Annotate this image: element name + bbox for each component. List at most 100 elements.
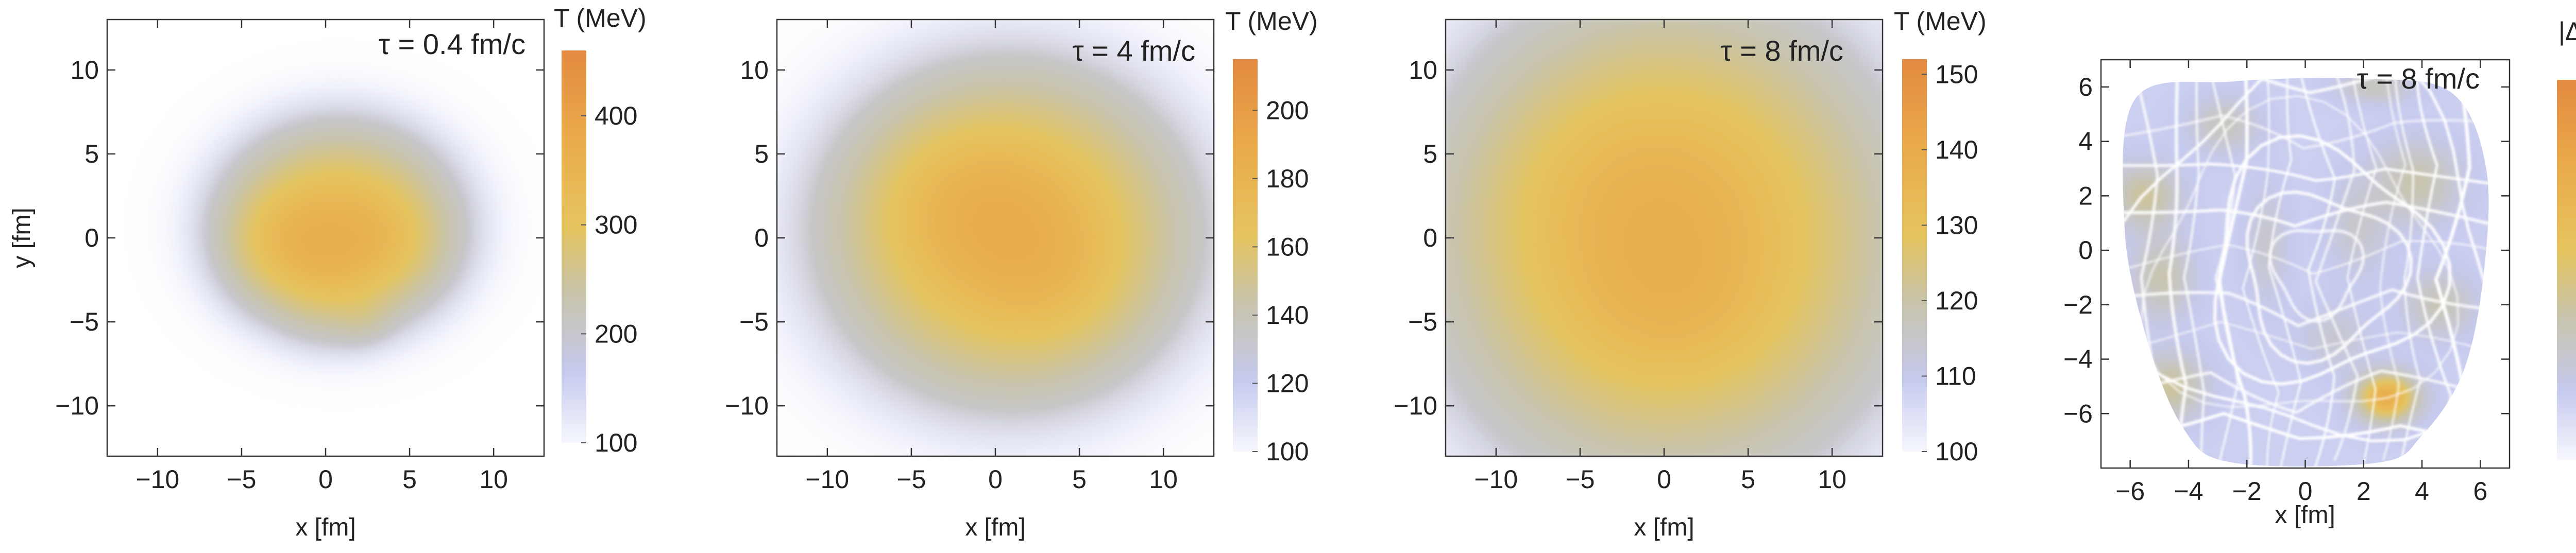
colorbar-3 <box>1902 59 1927 452</box>
difference-ridge-line <box>2140 95 2460 408</box>
colorbar-label-4: |ΔT| (MeV) <box>2558 17 2576 46</box>
x-tick-label: 10 <box>479 465 508 494</box>
x-tick-label: 4 <box>2415 477 2429 506</box>
colorbar-label-2: T (MeV) <box>1225 7 1318 36</box>
x-tick-label: 0 <box>1657 465 1671 494</box>
y-tick-label: −10 <box>55 391 99 420</box>
colorbar-tick-label: 160 <box>1266 232 1309 261</box>
colorbar-tick-label: 150 <box>1935 60 1978 89</box>
x-tick-label: 0 <box>988 465 1003 494</box>
difference-ridge-line <box>2123 114 2489 150</box>
panel-title-3: τ = 8 fm/c <box>1721 34 1843 67</box>
difference-ridge-line <box>2124 288 2488 328</box>
x-tick-label: −6 <box>2115 477 2145 506</box>
y-tick-label: 2 <box>2078 181 2093 210</box>
y-tick-label: 0 <box>754 223 769 252</box>
y-tick-label: −4 <box>2063 345 2093 374</box>
axis-ticks-4: −6 −4 −2 0 2 4 6 −6 −4 −2 0 2 4 6 <box>2063 60 2510 506</box>
y-tick-label: −10 <box>725 391 769 420</box>
difference-ridge-line <box>2394 78 2421 467</box>
colorbar-ticks-1: 100 200 300 400 <box>581 101 637 457</box>
colorbar-4 <box>2557 80 2576 460</box>
colorbar-tick-label: 200 <box>1266 96 1309 125</box>
colorbar-label-3: T (MeV) <box>1894 7 1987 36</box>
panel-4: −6 −4 −2 0 2 4 6 −6 −4 −2 0 2 4 6 τ = 8 fm/c x [fm] |… <box>2063 17 2576 529</box>
x-tick-label: 0 <box>2298 477 2313 506</box>
difference-ridge-line <box>2123 162 2489 186</box>
y-tick-label: −5 <box>1408 307 1437 336</box>
x-axis-label-3: x [fm] <box>1634 514 1694 541</box>
colorbar-ticks-3: 100 110 120 130 140 150 <box>1922 60 1978 466</box>
x-tick-label: −2 <box>2232 477 2262 506</box>
x-tick-label: 5 <box>402 465 417 494</box>
colorbar-tick-label: 120 <box>1266 369 1309 398</box>
y-tick-label: 0 <box>84 223 99 252</box>
colorbar-tick-label: 130 <box>1935 211 1978 239</box>
panel-2: −10 −5 0 5 10 −10 −5 0 5 10 τ = 4 fm/c x [fm] T (… <box>725 7 1317 541</box>
y-tick-label: 5 <box>754 140 769 168</box>
y-tick-label: −5 <box>70 307 99 336</box>
heatmap-image-2 <box>777 20 1214 456</box>
x-tick-label: −10 <box>805 465 849 494</box>
difference-ridge-line <box>2346 79 2377 467</box>
x-axis-label-1: x [fm] <box>295 514 355 541</box>
y-tick-label: 5 <box>84 140 99 168</box>
heatmap-image-3 <box>1446 20 1883 456</box>
difference-ridge-line <box>2210 78 2239 467</box>
x-tick-label: −5 <box>896 465 926 494</box>
x-tick-label: 10 <box>1149 465 1178 494</box>
difference-ridges-4 <box>2123 78 2489 467</box>
colorbar-ticks-2: 100 120 140 160 180 200 <box>1252 96 1309 466</box>
difference-ridge-line <box>2379 78 2406 461</box>
difference-ridge-line <box>2183 78 2206 467</box>
x-tick-label: −5 <box>227 465 256 494</box>
colorbar-label-1: T (MeV) <box>554 4 647 32</box>
difference-ridge-line <box>2123 321 2489 356</box>
y-tick-label: 10 <box>1409 56 1437 84</box>
panel-title-4: τ = 8 fm/c <box>2357 62 2480 95</box>
colorbar-tick-label: 120 <box>1935 286 1978 315</box>
x-tick-label: −4 <box>2174 477 2203 506</box>
colorbar-tick-label: 400 <box>595 101 637 130</box>
difference-ridge-line <box>2123 369 2489 414</box>
axis-ticks-3: −10 −5 0 5 10 −10 −5 0 5 10 <box>1394 20 1883 494</box>
x-tick-label: 6 <box>2473 477 2487 506</box>
colorbar-tick-label: 110 <box>1935 361 1976 390</box>
x-tick-label: −10 <box>1474 465 1518 494</box>
panel-3: −10 −5 0 5 10 −10 −5 0 5 10 τ = 8 fm/c x [fm] T (… <box>1394 7 1986 541</box>
colorbar-tick-label: 100 <box>1266 437 1309 466</box>
difference-ridge-line <box>2167 78 2188 461</box>
x-tick-label: 2 <box>2357 477 2371 506</box>
y-tick-label: 10 <box>740 56 769 84</box>
x-tick-label: −5 <box>1565 465 1595 494</box>
x-axis-label-4: x [fm] <box>2275 502 2335 529</box>
x-tick-label: 0 <box>318 465 333 494</box>
y-tick-label: −5 <box>739 307 769 336</box>
colorbar-tick-label: 300 <box>595 211 637 239</box>
colorbar-tick-label: 100 <box>1935 437 1978 466</box>
y-tick-label: 6 <box>2078 73 2093 101</box>
colorbar-1 <box>562 50 586 443</box>
difference-ridge-line <box>2213 134 2451 386</box>
colorbar-2 <box>1233 59 1258 452</box>
y-tick-label: 0 <box>2078 236 2093 265</box>
y-tick-label: −6 <box>2063 399 2093 428</box>
axis-ticks-2: −10 −5 0 5 10 −10 −5 0 5 10 <box>725 20 1214 494</box>
colorbar-tick-label: 140 <box>1935 135 1978 164</box>
difference-ridge-line <box>2268 229 2365 323</box>
panel-title-1: τ = 0.4 fm/c <box>379 28 526 60</box>
y-tick-label: −10 <box>1394 391 1437 420</box>
panel-1: −10 −5 0 5 10 −10 −5 0 5 10 τ = 0.4 fm/c x [fm] y… <box>8 4 647 541</box>
y-tick-label: −2 <box>2063 290 2093 319</box>
y-tick-label: 10 <box>70 56 99 84</box>
x-axis-label-2: x [fm] <box>965 514 1025 541</box>
x-tick-label: −10 <box>135 465 179 494</box>
difference-ridge-line <box>2123 200 2489 228</box>
y-tick-label: 4 <box>2078 127 2093 156</box>
difference-ridge-line <box>2268 78 2302 467</box>
axis-ticks-1: −10 −5 0 5 10 −10 −5 0 5 10 <box>55 20 544 494</box>
difference-ridge-line <box>2123 78 2489 443</box>
colorbar-tick-label: 100 <box>595 428 637 457</box>
difference-ridge-line <box>2123 78 2489 98</box>
difference-ridge-line <box>2245 190 2413 365</box>
